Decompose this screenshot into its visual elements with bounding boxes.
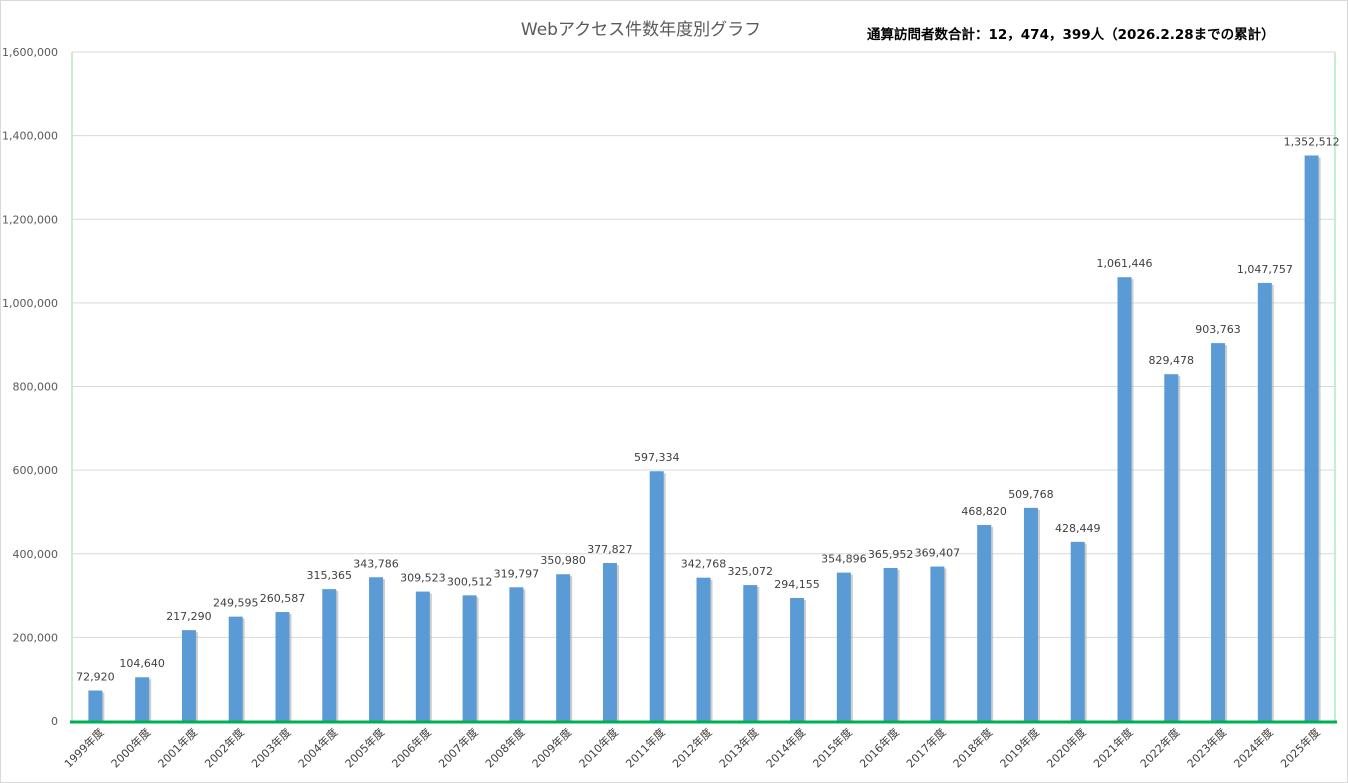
data-label: 249,595	[213, 597, 259, 610]
data-label: 325,072	[728, 565, 774, 578]
bar	[602, 563, 617, 721]
x-tick-label: 2020年度	[1044, 725, 1089, 770]
data-label: 428,449	[1055, 522, 1101, 535]
x-tick-label: 2007年度	[435, 725, 480, 770]
data-label: 369,407	[915, 547, 961, 560]
bar	[1023, 507, 1038, 721]
x-tick-label: 2000年度	[108, 725, 153, 770]
bar	[135, 677, 150, 721]
bar	[696, 577, 711, 721]
x-tick-label: 2012年度	[669, 725, 714, 770]
data-label: 468,820	[961, 505, 1007, 518]
data-label: 1,061,446	[1097, 257, 1153, 270]
x-tick-label: 2009年度	[529, 725, 574, 770]
chart-subtitle: 通算訪問者数合計：12，474，399人（2026.2.28までの累計）	[867, 27, 1275, 43]
bar	[1070, 541, 1085, 721]
y-tick-label: 1,400,000	[2, 130, 58, 143]
data-label: 319,797	[494, 567, 540, 580]
y-tick-label: 0	[51, 715, 58, 728]
x-tick-label: 2021年度	[1090, 725, 1135, 770]
x-tick-label: 2006年度	[389, 725, 434, 770]
data-label: 294,155	[774, 578, 820, 591]
data-label: 1,352,512	[1284, 135, 1340, 148]
data-label: 342,768	[681, 558, 727, 571]
data-label: 72,920	[76, 671, 115, 684]
y-tick-label: 200,000	[13, 631, 59, 644]
bar	[977, 524, 992, 721]
bar	[883, 567, 898, 721]
bar	[790, 598, 805, 721]
x-tick-label: 2011年度	[623, 725, 668, 770]
bar	[462, 595, 477, 721]
chart-title: Webアクセス件数年度別グラフ	[520, 20, 762, 40]
x-tick-label: 2010年度	[576, 725, 621, 770]
bar	[181, 630, 196, 721]
x-tick-label: 2008年度	[482, 725, 527, 770]
bar	[228, 616, 243, 721]
y-tick-label: 1,600,000	[2, 46, 58, 59]
data-label: 350,980	[540, 554, 586, 567]
bar	[1304, 155, 1319, 721]
data-label: 343,786	[353, 557, 399, 570]
data-label: 260,587	[260, 592, 306, 605]
x-tick-label: 2023年度	[1184, 725, 1229, 770]
bar	[88, 690, 103, 721]
bar	[836, 572, 851, 721]
x-tick-label: 2022年度	[1137, 725, 1182, 770]
y-tick-label: 1,200,000	[2, 213, 58, 226]
data-label: 104,640	[119, 657, 165, 670]
data-label: 354,896	[821, 553, 867, 566]
y-tick-label: 1,000,000	[2, 297, 58, 310]
bar	[930, 566, 945, 721]
x-tick-label: 2017年度	[903, 725, 948, 770]
x-tick-label: 2013年度	[716, 725, 761, 770]
x-tick-label: 2002年度	[202, 725, 247, 770]
x-tick-label: 2025年度	[1277, 725, 1322, 770]
bar	[509, 587, 524, 721]
bar	[1164, 374, 1179, 721]
bar	[1117, 277, 1132, 721]
data-label: 1,047,757	[1237, 263, 1293, 276]
data-label: 300,512	[447, 575, 493, 588]
y-tick-label: 400,000	[13, 548, 59, 561]
x-tick-label: 2019年度	[997, 725, 1042, 770]
bar	[275, 612, 290, 721]
bar	[322, 589, 337, 721]
x-tick-label: 2004年度	[295, 725, 340, 770]
data-label: 829,478	[1149, 354, 1195, 367]
data-label: 903,763	[1195, 323, 1241, 336]
x-tick-label: 2005年度	[342, 725, 387, 770]
data-label: 365,952	[868, 548, 914, 561]
bar	[649, 471, 664, 721]
bar	[1257, 282, 1272, 721]
bar	[415, 591, 430, 721]
x-tick-label: 2016年度	[856, 725, 901, 770]
x-tick-label: 2014年度	[763, 725, 808, 770]
bar	[556, 574, 571, 721]
x-tick-label: 2003年度	[248, 725, 293, 770]
data-label: 597,334	[634, 451, 680, 464]
x-tick-label: 1999年度	[61, 725, 106, 770]
data-label: 315,365	[307, 569, 353, 582]
bar	[369, 577, 384, 721]
x-tick-label: 2015年度	[810, 725, 855, 770]
y-tick-label: 800,000	[13, 381, 59, 394]
data-label: 309,523	[400, 572, 446, 585]
x-tick-label: 2001年度	[155, 725, 200, 770]
bar	[743, 585, 758, 721]
bar	[1211, 343, 1226, 721]
x-tick-label: 2018年度	[950, 725, 995, 770]
data-label: 217,290	[166, 610, 212, 623]
data-label: 509,768	[1008, 488, 1054, 501]
data-label: 377,827	[587, 543, 633, 556]
y-tick-label: 600,000	[13, 464, 59, 477]
x-tick-label: 2024年度	[1231, 725, 1276, 770]
